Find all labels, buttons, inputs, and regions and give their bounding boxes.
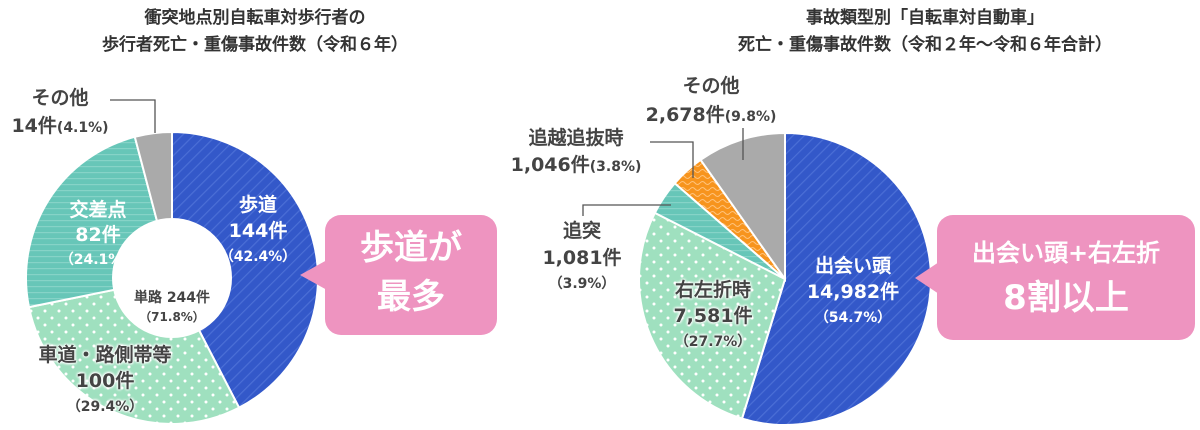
leader-line-overtake xyxy=(650,141,694,178)
label-other-right-count: 2,678件 xyxy=(645,104,725,126)
label-rear-end-pct: （3.9%） xyxy=(548,276,616,292)
label-sidewalk-pct: （42.4%） xyxy=(219,249,297,265)
pie-slice-1-4 xyxy=(699,131,786,283)
label-sidewalk-count: 144件 xyxy=(228,220,288,242)
callout-left-line1: 歩道が xyxy=(360,228,462,268)
label-other-right-pct: (9.8%) xyxy=(724,109,777,125)
label-sidewalk-name: 歩道 xyxy=(238,194,278,216)
pie-slice-1-1 xyxy=(638,211,787,420)
label-crossing-count: 14,982件 xyxy=(806,281,900,303)
label-other-left-count: 14件 xyxy=(11,115,57,137)
donut-hole xyxy=(112,218,232,338)
pie-right xyxy=(638,131,932,426)
label-rear-end-name: 追突 xyxy=(562,220,602,242)
label-roadway-pct: （29.4%） xyxy=(66,399,144,415)
label-other-left-name: その他 xyxy=(31,87,89,109)
callout-left-line2: 最多 xyxy=(377,277,445,317)
label-other-left-pct: (4.1%) xyxy=(56,120,109,136)
pie-left xyxy=(25,130,319,425)
label-turn-name: 右左折時 xyxy=(674,279,752,301)
label-rear-end-count: 1,081件 xyxy=(542,247,622,269)
center-label-name: 単路 244件 xyxy=(133,290,211,306)
label-roadway-name: 車道・路側帯等 xyxy=(38,344,172,366)
center-label-pct: （71.8%） xyxy=(139,310,205,324)
pie-slice-0-0 xyxy=(171,130,319,410)
leader-line-other-left xyxy=(110,99,156,133)
callout-left-bubble xyxy=(300,215,497,335)
label-crossing-pct: （54.7%） xyxy=(814,310,892,326)
callout-right-bubble xyxy=(915,215,1195,340)
chart-title-right-line2: 死亡・重傷事故件数（令和２年〜令和６年合計） xyxy=(738,35,1112,55)
label-overtake-name: 追越追抜時 xyxy=(528,127,624,149)
label-intersection-count: 82件 xyxy=(75,224,121,246)
leader-line-rear-end xyxy=(582,204,671,216)
label-intersection-pct: （24.1%） xyxy=(59,252,137,268)
chart-title-left-line2: 歩行者死亡・重傷事故件数（令和６年） xyxy=(102,35,408,55)
label-overtake-pct: (3.8%) xyxy=(589,159,642,175)
label-overtake-value: 1,046件(3.8%) xyxy=(511,156,642,175)
label-turn-pct: （27.7%） xyxy=(674,334,752,350)
label-other-left-value: 14件(4.1%) xyxy=(11,117,108,136)
label-other-right-name: その他 xyxy=(682,75,740,97)
chart-title-left-line1: 衝突地点別自転車対歩行者の xyxy=(144,8,366,28)
label-intersection-name: 交差点 xyxy=(69,199,127,221)
pie-slice-1-0 xyxy=(740,131,932,426)
label-turn-count: 7,581件 xyxy=(673,305,753,327)
callout-right-line2: 8割以上 xyxy=(1003,278,1129,318)
label-other-right-value: 2,678件(9.8%) xyxy=(646,106,777,125)
label-crossing-name: 出会い頭 xyxy=(814,255,892,277)
label-roadway-count: 100件 xyxy=(75,370,135,392)
label-overtake-count: 1,046件 xyxy=(510,154,590,176)
chart-title-right-line1: 事故類型別「自転車対自動車」 xyxy=(806,8,1044,28)
callout-right-line1: 出会い頭+右左折 xyxy=(971,239,1161,267)
